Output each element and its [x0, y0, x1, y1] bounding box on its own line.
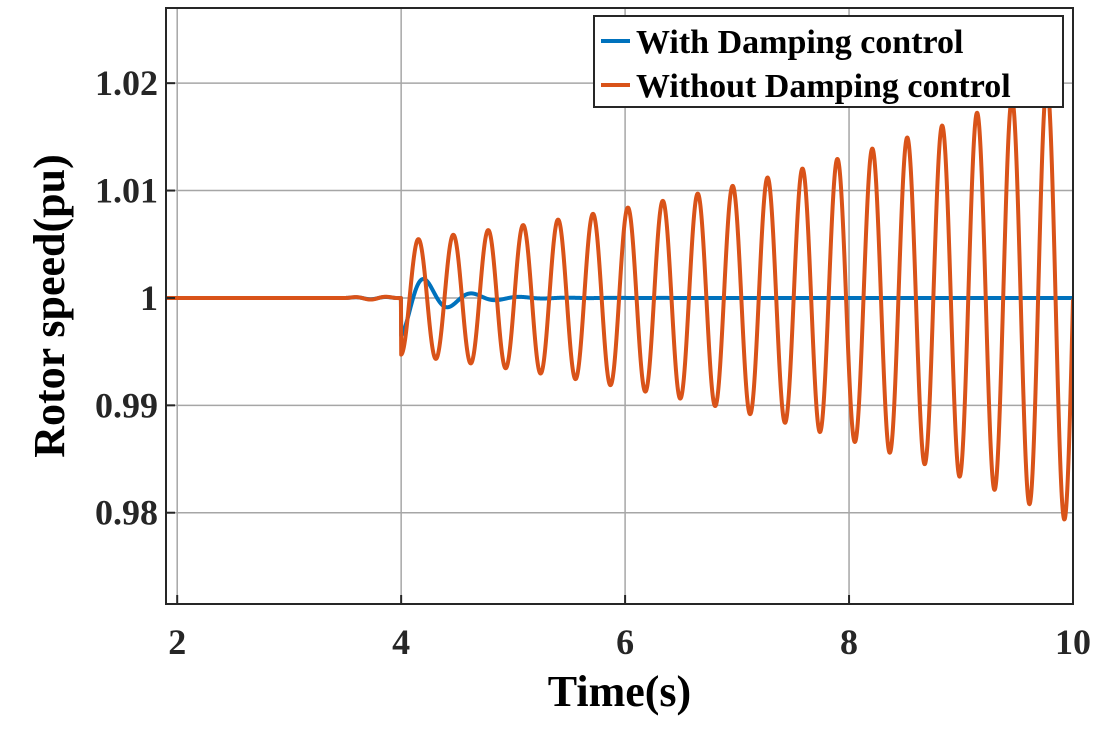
legend: With Damping control Without Damping con…: [593, 15, 1064, 108]
axes-box: [165, 7, 1074, 605]
legend-entry-without-damping: Without Damping control: [636, 68, 1011, 105]
legend-entry-with-damping: With Damping control: [636, 24, 963, 61]
series-layer: [166, 82, 1073, 522]
y-axis-label: Rotor speed(pu): [25, 154, 74, 458]
series-line-without-damping: [166, 82, 1073, 522]
y-tick-label-1: 1: [140, 278, 158, 318]
x-axis-label: Time(s): [548, 667, 691, 716]
x-tick-label-2: 2: [168, 622, 186, 662]
x-tick-label-4: 4: [392, 622, 410, 662]
y-tick-label-1.02: 1.02: [95, 63, 158, 103]
x-tick-label-6: 6: [616, 622, 634, 662]
plot-area: [166, 82, 1073, 522]
y-tick-label-0.99: 0.99: [95, 385, 158, 425]
x-axis-ticks: 2 4 6 8 10: [168, 595, 1091, 662]
y-tick-label-1.01: 1.01: [95, 171, 158, 211]
y-axis-ticks: 0.98 0.99 1 1.01 1.02: [95, 63, 175, 533]
legend-box: [593, 15, 1064, 108]
x-tick-label-10: 10: [1055, 622, 1091, 662]
x-tick-label-8: 8: [840, 622, 858, 662]
y-tick-label-0.98: 0.98: [95, 493, 158, 533]
